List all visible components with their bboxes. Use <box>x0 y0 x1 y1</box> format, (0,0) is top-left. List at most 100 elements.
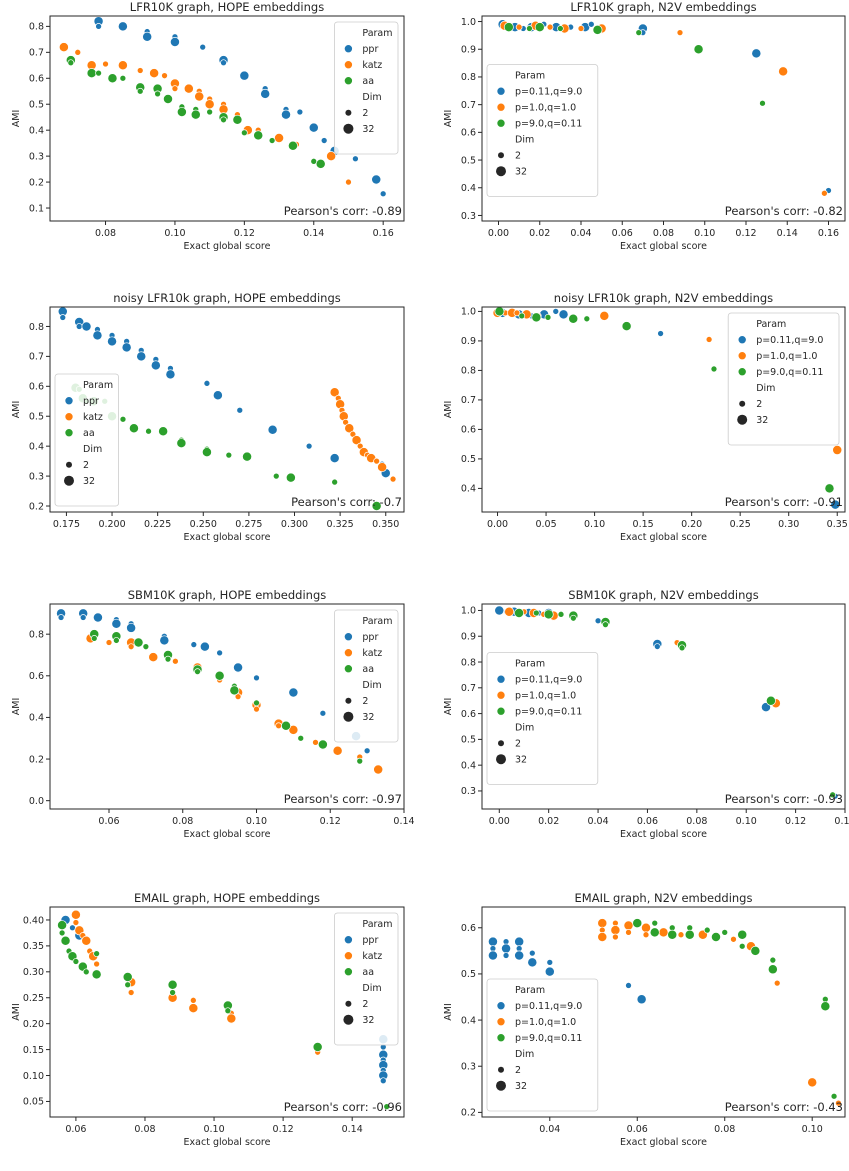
data-point-aa <box>124 981 132 989</box>
legend-marker <box>344 664 353 673</box>
y-tick-label: 0.7 <box>461 683 476 694</box>
y-tick-label: 0.3 <box>461 1062 476 1073</box>
data-point-ppr <box>165 369 176 380</box>
plot-frame <box>481 306 846 513</box>
data-point-p=1.0,q=1.0 <box>676 29 684 36</box>
x-tick-label: 0.200 <box>98 519 125 530</box>
data-point-aa <box>176 438 187 449</box>
data-point-ppr <box>216 649 223 657</box>
y-tick-label: 0.6 <box>29 671 44 682</box>
legend-title: Param <box>515 71 545 82</box>
legend-size-marker <box>496 1080 506 1091</box>
data-point-p=0.11,q=9.0 <box>546 959 554 966</box>
data-point-ppr <box>236 406 244 414</box>
legend-size-entry: 2 <box>362 108 368 119</box>
data-point-ppr <box>253 674 260 682</box>
data-point-aa <box>331 478 339 486</box>
legend-entry: katz <box>362 951 382 962</box>
y-tick-label: 0.7 <box>461 395 476 406</box>
y-axis-label: AMI <box>443 698 454 716</box>
x-tick-label: 0.00 <box>487 519 508 530</box>
legend-marker <box>64 396 74 405</box>
data-point-aa <box>67 59 75 67</box>
data-point-ppr <box>319 709 327 717</box>
data-point-p=9.0,q=0.11 <box>711 932 721 942</box>
data-point-p=1.0,q=1.0 <box>610 925 621 936</box>
data-point-aa <box>72 958 80 965</box>
x-tick-label: 0.00 <box>488 228 509 239</box>
data-point-ppr <box>95 23 102 30</box>
legend-marker <box>344 967 353 976</box>
data-point-ppr <box>190 641 198 648</box>
data-point-p=1.0,q=1.0 <box>597 932 608 942</box>
legend-title: Param <box>515 659 545 670</box>
pearson-corr-annotation: Pearson's corr: -0.91 <box>725 495 843 509</box>
legend-size-entry: 2 <box>362 696 368 707</box>
pearson-corr-annotation: Pearson's corr: -0.97 <box>284 792 402 806</box>
legend-size-entry: 32 <box>515 167 527 178</box>
x-tick-label: 0.04 <box>570 228 591 239</box>
data-point-p=0.11,q=9.0 <box>636 994 647 1005</box>
data-point-katz <box>373 764 384 775</box>
x-tick-label: 0.14 <box>393 816 414 827</box>
y-tick-label: 0.20 <box>23 1019 44 1030</box>
data-point-p=1.0,q=1.0 <box>515 23 523 31</box>
legend-size-entry: 32 <box>362 1015 374 1026</box>
data-point-aa <box>169 989 176 996</box>
data-point-aa <box>119 74 127 82</box>
legend-size-entry: 2 <box>515 1065 521 1076</box>
y-tick-label: 0.8 <box>29 629 44 640</box>
legend-size-marker <box>345 697 352 704</box>
data-point-aa <box>281 720 291 731</box>
x-tick-label: 0.14 <box>834 816 849 827</box>
data-point-p=0.11,q=9.0 <box>594 617 602 625</box>
data-point-aa <box>142 643 150 651</box>
data-point-p=9.0,q=0.11 <box>824 483 835 494</box>
legend-size-entry: 32 <box>362 124 374 135</box>
data-point-katz <box>345 178 352 186</box>
data-point-aa <box>287 140 298 151</box>
data-point-katz <box>253 705 260 713</box>
x-tick-label: 0.225 <box>144 519 171 530</box>
x-tick-label: 0.14 <box>777 228 798 239</box>
x-tick-label: 0.20 <box>681 519 702 530</box>
data-point-p=0.11,q=9.0 <box>751 48 762 59</box>
x-tick-label: 0.10 <box>164 228 185 239</box>
legend-marker <box>344 60 353 69</box>
data-point-p=0.11,q=9.0 <box>514 950 525 961</box>
legend-marker <box>737 351 747 360</box>
legend-size-marker <box>496 166 506 177</box>
y-tick-label: 0.0 <box>29 796 44 807</box>
y-tick-label: 1.0 <box>461 17 476 28</box>
y-tick-label: 0.8 <box>29 322 44 333</box>
x-tick-label: 0.06 <box>627 1124 648 1135</box>
y-tick-label: 0.9 <box>461 45 476 56</box>
data-point-katz <box>377 462 388 473</box>
x-tick-label: 0.06 <box>98 816 119 827</box>
y-tick-label: 0.6 <box>461 923 476 934</box>
data-point-ppr <box>267 424 278 435</box>
legend-size-entry: 2 <box>83 460 89 471</box>
data-point-katz <box>188 1003 199 1014</box>
data-point-p=0.11,q=9.0 <box>487 950 498 961</box>
legend-entry: ppr <box>362 44 378 55</box>
legend-marker <box>344 632 353 642</box>
y-tick-label: 0.2 <box>461 1108 476 1119</box>
y-axis-label: AMI <box>443 1003 454 1021</box>
x-tick-label: 0.10 <box>694 228 715 239</box>
data-point-katz <box>312 739 319 746</box>
data-point-aa <box>95 69 102 77</box>
y-tick-label: 0.4 <box>461 183 476 194</box>
data-point-ppr <box>239 70 250 81</box>
x-tick-label: 0.175 <box>53 519 80 530</box>
data-point-p=0.11,q=9.0 <box>625 982 632 989</box>
data-point-p=9.0,q=0.11 <box>514 608 524 618</box>
data-point-katz <box>275 722 282 730</box>
legend-marker <box>496 86 506 96</box>
y-tick-label: 0.4 <box>461 760 476 771</box>
data-point-ppr <box>329 453 340 464</box>
x-tick-label: 0.05 <box>535 519 556 530</box>
data-point-p=1.0,q=1.0 <box>513 309 521 317</box>
data-point-p=0.11,q=9.0 <box>527 957 538 968</box>
legend-marker <box>496 690 506 700</box>
